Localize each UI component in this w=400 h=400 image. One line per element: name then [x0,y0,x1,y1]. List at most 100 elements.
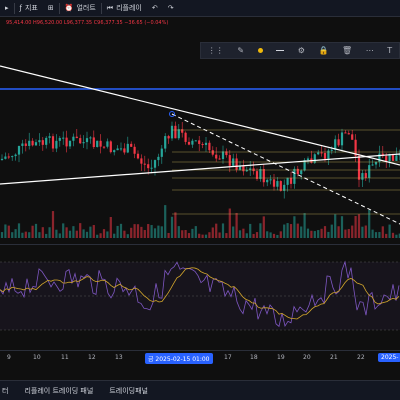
trendline-ascending[interactable] [0,153,400,185]
spacer [0,364,400,380]
volume-bar [327,231,330,238]
tab-trading-panel[interactable]: 트레이딩패널 [109,386,148,395]
candle-body [62,137,65,139]
time-label: 11 [61,354,69,361]
drag-handle-icon[interactable]: ⋮⋮ [207,46,224,55]
trendline-handle[interactable] [169,111,175,117]
candle-body [354,139,357,156]
trash-icon[interactable]: 🗑 [342,46,353,55]
volume-bar [167,232,170,238]
volume-bar [92,225,95,238]
candle-body [153,160,157,168]
volume-bar [272,233,276,238]
volume-bar [357,214,361,238]
layout-button[interactable]: ⊞ [43,4,59,12]
tab-replay-trading-panel[interactable]: 리플레이 트레이딩 패널 [24,386,94,395]
volume-bar [293,216,296,238]
volume-bar [133,224,136,238]
volume-bar [398,233,400,238]
more-icon[interactable]: ⋯ [365,46,374,55]
candle-body [201,143,204,145]
volume-bar [177,226,180,238]
time-label: 18 [250,354,258,361]
candle-body [303,160,306,171]
trendline-descending[interactable] [0,65,400,166]
volume-bar [218,232,221,238]
volume-bar [211,227,214,238]
volume-bar [130,227,133,238]
volume-bar [99,233,102,238]
candle-body [266,179,269,183]
candle-body [181,129,184,133]
candle-body [323,152,327,159]
undo-button[interactable]: ↶ [147,4,163,12]
candle-body [79,138,82,144]
volume-bar [259,223,262,238]
candle-body [385,156,388,162]
candle-body [160,148,163,157]
volume-bar [72,226,75,238]
volume-bar [279,231,282,238]
candle-body [289,177,293,184]
volume-bar [85,231,89,238]
alert-label: 얼러트 [76,4,96,12]
text-icon[interactable]: T [387,46,393,55]
color-dot-icon[interactable] [257,48,263,53]
volume-bar [7,225,10,238]
tab-partial[interactable]: 터 [2,386,9,395]
time-label: 20 [303,354,311,361]
replay-button[interactable]: ⏮ 리플레이 [102,3,147,13]
grid-icon: ⊞ [47,4,54,12]
candle-body [198,140,201,144]
candle-body [184,132,187,142]
redo-button[interactable]: ↷ [163,4,179,12]
candle-body [147,164,150,169]
volume-bar [378,232,381,238]
volume-bar [303,213,306,238]
time-label: 10 [33,354,41,361]
volume-bar [395,234,398,238]
pencil-icon[interactable]: ✎ [237,46,245,55]
candle-body [0,158,4,160]
lock-icon[interactable]: 🔒 [318,46,329,55]
line-style-icon[interactable] [276,50,285,51]
volume-bar [79,223,82,238]
rsi-background [0,245,400,350]
volume-bar [276,234,279,238]
candle-body [31,140,34,146]
volume-bar [300,226,303,238]
pane-divider[interactable] [0,244,400,245]
candle-body [334,139,337,150]
candle-body [242,165,245,172]
candle-body [102,146,106,148]
candle-body [85,138,89,143]
settings-icon[interactable]: ⚙ [297,46,305,55]
volume-bar [225,233,228,238]
volume-bar [289,224,293,238]
candle-body [249,168,252,170]
volume-bar [368,209,371,238]
volume-bar [391,232,395,238]
volume-bar [310,230,313,238]
volume-bar [75,230,78,238]
volume-bar [147,224,150,238]
alert-button[interactable]: ⏰ 얼러트 [60,3,101,13]
candle-body [92,137,95,148]
time-label: 17 [224,354,232,361]
indicators-button[interactable]: ƒ 지표 [15,3,43,13]
trendline-dashed[interactable] [171,113,400,225]
time-axis[interactable]: 9 10 11 12 13 금 2025-02-15 01:00 17 18 1… [0,350,400,364]
volume-bar [89,226,92,238]
candle-body [167,136,170,139]
candle-body [347,133,350,135]
candle-body [357,155,361,180]
candle-body [187,141,191,145]
indicators-label: 지표 [24,4,38,12]
candle-body [143,163,146,165]
menu-stub[interactable]: ▸ [5,4,9,12]
volume-bar [17,223,21,238]
candle-body [211,150,214,155]
candle-body [218,158,221,160]
candle-body [238,165,242,170]
